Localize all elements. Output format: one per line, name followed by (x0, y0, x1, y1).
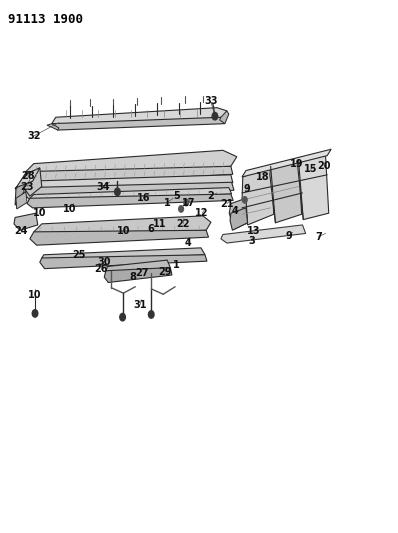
Text: 16: 16 (137, 193, 150, 203)
Text: 9: 9 (286, 231, 292, 240)
Text: 2: 2 (208, 191, 214, 201)
Text: 33: 33 (204, 96, 218, 106)
Text: 3: 3 (248, 236, 255, 246)
Circle shape (179, 206, 183, 212)
Text: 1: 1 (173, 261, 179, 270)
Polygon shape (14, 213, 38, 230)
Text: 11: 11 (152, 219, 166, 229)
Polygon shape (104, 268, 172, 282)
Polygon shape (229, 198, 248, 229)
Circle shape (115, 188, 120, 196)
Polygon shape (30, 230, 209, 245)
Text: 91113 1900: 91113 1900 (8, 13, 83, 26)
Polygon shape (34, 216, 211, 238)
Text: 10: 10 (28, 290, 42, 300)
Text: 8: 8 (129, 272, 136, 282)
Polygon shape (47, 124, 59, 130)
Text: 21: 21 (220, 199, 234, 208)
Text: 20: 20 (318, 161, 331, 171)
Circle shape (120, 313, 125, 321)
Polygon shape (242, 149, 331, 177)
Polygon shape (15, 168, 40, 189)
Text: 7: 7 (315, 232, 322, 241)
Circle shape (148, 311, 154, 318)
Text: 34: 34 (97, 182, 110, 191)
Text: 23: 23 (20, 182, 34, 191)
Text: 17: 17 (182, 198, 196, 207)
Polygon shape (25, 182, 234, 200)
Text: 5: 5 (174, 191, 180, 201)
Text: 9: 9 (244, 184, 250, 194)
Text: 10: 10 (33, 208, 47, 218)
Polygon shape (52, 108, 227, 128)
Polygon shape (270, 160, 302, 223)
Text: 28: 28 (21, 171, 35, 181)
Text: 1: 1 (164, 198, 170, 207)
Polygon shape (24, 166, 233, 185)
Circle shape (212, 112, 218, 120)
Polygon shape (42, 248, 205, 262)
Polygon shape (16, 192, 27, 209)
Polygon shape (242, 166, 274, 225)
Circle shape (32, 310, 38, 317)
Text: 31: 31 (133, 300, 147, 310)
Polygon shape (24, 175, 233, 192)
Text: 13: 13 (247, 226, 261, 236)
Polygon shape (26, 150, 237, 178)
Text: 12: 12 (195, 208, 209, 218)
Circle shape (242, 197, 247, 203)
Polygon shape (230, 208, 248, 230)
Text: 27: 27 (136, 268, 149, 278)
Text: 15: 15 (304, 165, 317, 174)
Text: 18: 18 (256, 172, 269, 182)
Text: 10: 10 (63, 204, 76, 214)
Text: 10: 10 (117, 227, 130, 236)
Text: 19: 19 (290, 159, 303, 169)
Polygon shape (15, 175, 25, 205)
Polygon shape (298, 156, 329, 220)
Text: 22: 22 (176, 219, 190, 229)
Text: 26: 26 (94, 264, 108, 274)
Text: 29: 29 (158, 267, 172, 277)
Circle shape (184, 199, 189, 206)
Text: 25: 25 (72, 250, 86, 260)
Text: 6: 6 (148, 224, 154, 234)
Polygon shape (30, 188, 232, 203)
Polygon shape (52, 117, 225, 130)
Text: 32: 32 (27, 131, 41, 141)
Polygon shape (23, 168, 42, 196)
Text: 30: 30 (98, 257, 111, 267)
Polygon shape (40, 255, 207, 269)
Polygon shape (27, 194, 233, 208)
Polygon shape (221, 225, 306, 243)
Text: 24: 24 (14, 226, 27, 236)
Text: 4: 4 (232, 206, 238, 215)
Polygon shape (106, 260, 170, 274)
Text: 4: 4 (185, 238, 191, 247)
Polygon shape (220, 111, 229, 124)
